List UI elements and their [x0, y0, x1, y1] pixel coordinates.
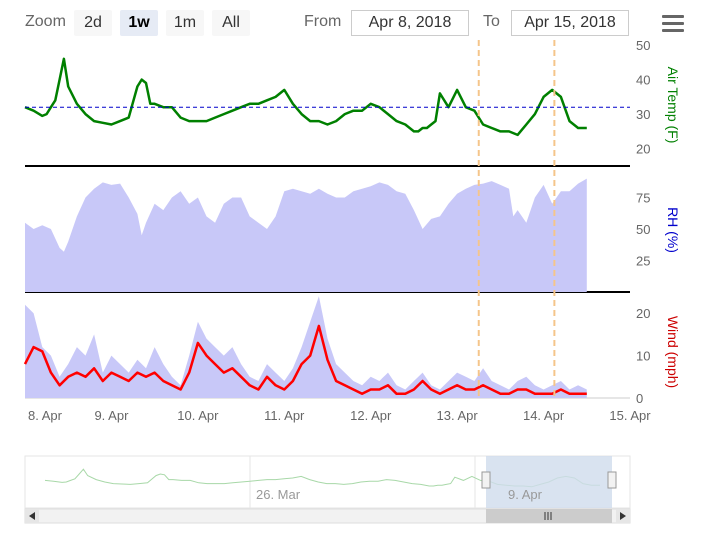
panel-1: 20 30 40 50 [24, 38, 650, 157]
y-tick-label: 20 [636, 306, 650, 321]
y-tick-label: 25 [636, 254, 650, 269]
line-series-3 [23, 324, 587, 396]
navigator[interactable]: 26. Mar 9. Apr [24, 455, 631, 509]
x-tick-label: 12. Apr [350, 408, 392, 423]
x-tick-label: 11. Apr [264, 408, 305, 423]
navigator-selection[interactable] [486, 456, 612, 508]
zoom-1w-button[interactable]: 1w [120, 10, 158, 36]
y-tick-label: 50 [636, 38, 650, 53]
left-arrow-icon [29, 512, 35, 520]
air-temp-axis-title: Air Temp (F) [665, 67, 681, 144]
navigator-tick-label: 9. Apr [508, 487, 543, 502]
y-tick-label: 40 [636, 73, 650, 88]
area-series-3 [25, 296, 587, 398]
scrollbar-thumb[interactable] [486, 509, 612, 523]
panel-2: 25 50 75 [25, 178, 650, 292]
x-tick-label: 14. Apr [523, 408, 565, 423]
navigator-left-handle[interactable] [481, 471, 491, 489]
y-tick-label: 75 [636, 191, 650, 206]
panel-3: 0 10 20 [23, 296, 650, 406]
y-tick-label: 0 [636, 391, 643, 406]
to-label: To [483, 13, 500, 30]
x-tick-label: 13. Apr [437, 408, 479, 423]
wind-axis-title: Wind (mph) [665, 316, 681, 388]
zoom-label: Zoom [25, 13, 66, 30]
scrollbar[interactable] [24, 508, 631, 524]
y-tick-label: 10 [636, 349, 650, 364]
navigator-tick-label: 26. Mar [256, 487, 301, 502]
y-tick-label: 20 [636, 142, 650, 157]
navigator-right-handle[interactable] [607, 471, 617, 489]
x-tick-label: 8. Apr [28, 408, 63, 423]
to-date-input[interactable]: Apr 15, 2018 [511, 10, 629, 36]
x-tick-label: 9. Apr [94, 408, 129, 423]
right-arrow-icon [620, 512, 626, 520]
from-label: From [304, 13, 342, 30]
y-tick-label: 50 [636, 222, 650, 237]
zoom-1m-button[interactable]: 1m [166, 10, 204, 36]
x-tick-label: 10. Apr [177, 408, 219, 423]
scrollbar-grip-icon [544, 512, 552, 520]
from-date-input[interactable]: Apr 8, 2018 [351, 10, 469, 36]
x-tick-label: 15. Apr [609, 408, 651, 423]
area-series-2 [25, 178, 587, 292]
rh-axis-title: RH (%) [665, 207, 681, 253]
zoom-2d-button[interactable]: 2d [74, 10, 112, 36]
zoom-all-button[interactable]: All [212, 10, 250, 36]
hamburger-menu-icon[interactable] [662, 15, 684, 33]
line-series-1 [24, 57, 587, 137]
y-tick-label: 30 [636, 107, 650, 122]
